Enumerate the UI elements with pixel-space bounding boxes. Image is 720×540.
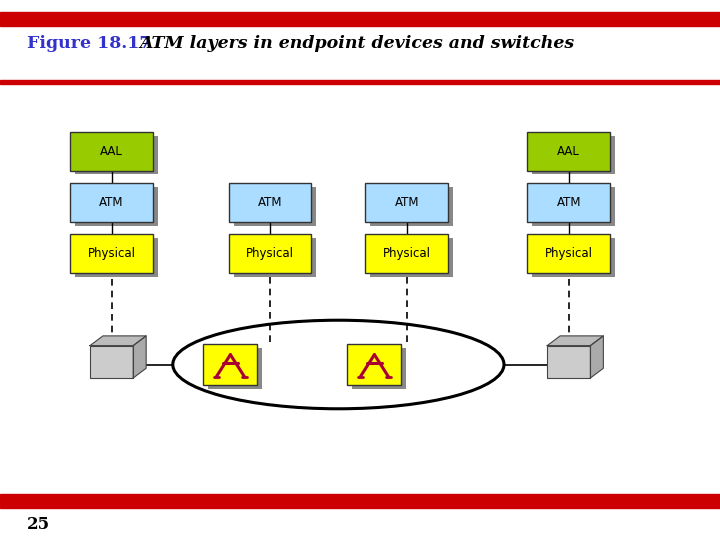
Text: Physical: Physical bbox=[383, 247, 431, 260]
Bar bbox=[353, 348, 407, 388]
Polygon shape bbox=[133, 336, 146, 378]
Bar bbox=[547, 346, 590, 378]
Text: Physical: Physical bbox=[545, 247, 593, 260]
Text: 25: 25 bbox=[27, 516, 50, 534]
Text: AAL: AAL bbox=[100, 145, 123, 158]
Bar bbox=[533, 136, 615, 174]
Polygon shape bbox=[590, 336, 603, 378]
Bar bbox=[370, 187, 454, 226]
Bar bbox=[533, 238, 615, 277]
Bar bbox=[204, 345, 258, 384]
Text: ATM: ATM bbox=[557, 196, 581, 209]
Bar bbox=[229, 234, 311, 273]
Bar bbox=[527, 132, 610, 171]
Bar bbox=[90, 346, 133, 378]
Text: ATM layers in endpoint devices and switches: ATM layers in endpoint devices and switc… bbox=[139, 35, 574, 52]
Text: Physical: Physical bbox=[246, 247, 294, 260]
Text: ATM: ATM bbox=[395, 196, 419, 209]
Ellipse shape bbox=[173, 320, 504, 409]
Bar bbox=[71, 132, 153, 171]
Text: Figure 18.17: Figure 18.17 bbox=[27, 35, 152, 52]
Bar bbox=[233, 238, 317, 277]
Polygon shape bbox=[90, 336, 146, 346]
Bar bbox=[71, 234, 153, 273]
Bar bbox=[370, 238, 454, 277]
Bar bbox=[348, 345, 402, 384]
Bar bbox=[71, 183, 153, 222]
Text: Physical: Physical bbox=[88, 247, 135, 260]
Text: ATM: ATM bbox=[258, 196, 282, 209]
Bar bbox=[527, 183, 610, 222]
Bar bbox=[365, 183, 448, 222]
Bar bbox=[76, 238, 158, 277]
Bar bbox=[209, 348, 263, 388]
Text: ATM: ATM bbox=[99, 196, 124, 209]
Bar bbox=[365, 234, 448, 273]
Text: AAL: AAL bbox=[557, 145, 580, 158]
Bar bbox=[527, 234, 610, 273]
Polygon shape bbox=[547, 336, 603, 346]
Bar bbox=[533, 187, 615, 226]
Bar bbox=[229, 183, 311, 222]
Bar bbox=[76, 136, 158, 174]
Bar bbox=[233, 187, 317, 226]
Bar bbox=[76, 187, 158, 226]
